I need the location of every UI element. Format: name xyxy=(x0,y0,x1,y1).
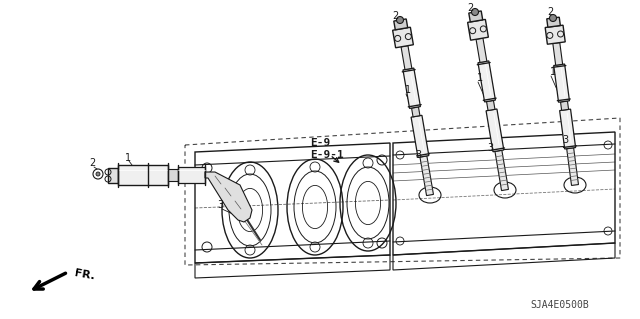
Polygon shape xyxy=(566,148,579,185)
Text: 3: 3 xyxy=(562,135,568,145)
Polygon shape xyxy=(205,172,252,222)
Polygon shape xyxy=(468,11,483,22)
Text: 1: 1 xyxy=(550,67,556,77)
Circle shape xyxy=(472,9,479,16)
Polygon shape xyxy=(478,61,495,102)
Polygon shape xyxy=(412,107,420,117)
Polygon shape xyxy=(476,38,487,63)
Text: E-9
E-9-1: E-9 E-9-1 xyxy=(310,138,344,160)
Polygon shape xyxy=(486,100,495,110)
Text: 1: 1 xyxy=(477,73,483,83)
Polygon shape xyxy=(547,17,561,27)
Text: 2: 2 xyxy=(392,11,398,21)
Polygon shape xyxy=(394,19,408,30)
Text: 2: 2 xyxy=(89,158,95,168)
Polygon shape xyxy=(403,68,420,108)
Polygon shape xyxy=(168,169,178,181)
Text: 1: 1 xyxy=(405,85,411,95)
Text: SJA4E0500B: SJA4E0500B xyxy=(531,300,589,310)
Polygon shape xyxy=(545,25,565,44)
Polygon shape xyxy=(108,168,118,183)
Polygon shape xyxy=(554,64,570,102)
Polygon shape xyxy=(420,156,433,196)
Text: 2: 2 xyxy=(467,3,473,13)
Text: 3: 3 xyxy=(217,200,223,210)
Polygon shape xyxy=(561,101,568,110)
Text: 1: 1 xyxy=(125,153,131,163)
Polygon shape xyxy=(401,46,412,70)
Polygon shape xyxy=(486,109,504,152)
Polygon shape xyxy=(468,19,488,40)
Circle shape xyxy=(397,17,403,24)
Text: 3: 3 xyxy=(415,150,421,160)
Text: 2: 2 xyxy=(547,7,553,17)
Polygon shape xyxy=(495,150,508,190)
Circle shape xyxy=(96,172,100,176)
Polygon shape xyxy=(118,165,168,185)
Text: FR.: FR. xyxy=(74,268,96,282)
Polygon shape xyxy=(411,115,429,158)
Text: 3: 3 xyxy=(487,143,493,153)
Polygon shape xyxy=(559,109,575,149)
Polygon shape xyxy=(178,167,205,183)
Polygon shape xyxy=(392,27,413,48)
Polygon shape xyxy=(553,43,563,65)
Circle shape xyxy=(550,14,557,21)
